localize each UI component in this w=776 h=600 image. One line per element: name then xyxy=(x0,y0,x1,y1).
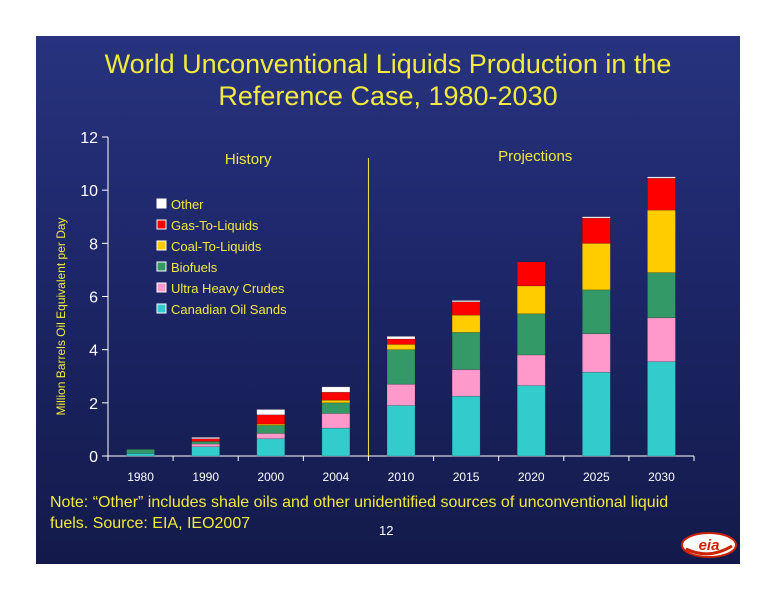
stacked-bar-chart: 0 2 4 6 8 10 12 Million Barrels Oil Equivalent … xyxy=(54,130,695,484)
bar-segment-biofuels-2030 xyxy=(647,272,676,319)
bar-segment-canadian-oil-sands-2015 xyxy=(451,395,481,457)
bar-segment-ultra-heavy-crudes-2010 xyxy=(386,383,416,406)
bar-segment-coal-to-liquids-2025 xyxy=(582,243,611,291)
legend-label: Canadian Oil Sands xyxy=(171,302,287,317)
annotation-projections: Projections xyxy=(498,148,572,165)
legend-swatch xyxy=(156,303,167,314)
bar-segment-ultra-heavy-crudes-2020 xyxy=(516,354,546,386)
legend-label: Ultra Heavy Crudes xyxy=(171,281,285,296)
bar-segment-ultra-heavy-crudes-2000 xyxy=(256,433,286,440)
y-axis-label: Million Barrels Oil Equivalent per Day xyxy=(54,217,68,415)
y-tick-label: 12 xyxy=(80,130,98,147)
bar-segment-ultra-heavy-crudes-2004 xyxy=(321,413,351,429)
legend-swatch xyxy=(156,219,167,230)
bar-segment-ultra-heavy-crudes-2015 xyxy=(451,369,481,397)
bar-segment-biofuels-1980 xyxy=(126,449,155,454)
bar-segment-gas-to-liquids-2000 xyxy=(256,414,286,425)
bar-segment-coal-to-liquids-2004 xyxy=(321,399,351,404)
y-tick-label: 10 xyxy=(80,183,98,200)
bar-segment-biofuels-1990 xyxy=(191,441,220,445)
bar-segment-canadian-oil-sands-2030 xyxy=(647,361,676,457)
bar-segment-gas-to-liquids-2010 xyxy=(386,338,416,345)
bar-segment-canadian-oil-sands-2004 xyxy=(321,427,351,457)
bar-segment-gas-to-liquids-2020 xyxy=(516,261,546,287)
bar-segment-ultra-heavy-crudes-2025 xyxy=(582,333,611,373)
bar-segment-other-2010 xyxy=(386,336,416,340)
bar-segment-biofuels-2004 xyxy=(321,402,351,414)
bar-segment-gas-to-liquids-2025 xyxy=(582,217,611,244)
bar-segment-coal-to-liquids-2020 xyxy=(516,285,546,315)
logo-text: eia xyxy=(699,537,720,554)
y-tick-label: 2 xyxy=(89,396,98,413)
footnote: Note: “Other” includes shale oils and ot… xyxy=(50,494,669,532)
legend-swatch xyxy=(156,261,167,272)
bar-segment-gas-to-liquids-2015 xyxy=(451,301,481,316)
chart-title: World Unconventional Liquids Production … xyxy=(36,48,740,112)
bar-segment-canadian-oil-sands-1990 xyxy=(191,446,220,457)
x-tick-label: 2004 xyxy=(323,470,350,484)
bar-segment-other-2025 xyxy=(582,216,611,219)
x-tick-label: 2030 xyxy=(648,470,675,484)
bar-segment-canadian-oil-sands-1980 xyxy=(126,453,155,457)
bar-segment-gas-to-liquids-2030 xyxy=(647,177,676,211)
bar-segment-canadian-oil-sands-2000 xyxy=(256,438,286,457)
bar-segment-ultra-heavy-crudes-2030 xyxy=(647,317,676,362)
x-tick-label: 2015 xyxy=(453,470,480,484)
legend-label: Other xyxy=(171,197,204,212)
bar-segment-biofuels-2020 xyxy=(516,313,546,356)
chart-title-line-1: World Unconventional Liquids Production … xyxy=(104,49,672,79)
legend-label: Biofuels xyxy=(171,260,218,275)
x-tick-label: 2025 xyxy=(583,470,610,484)
legend-swatch xyxy=(156,198,167,209)
bar-segment-canadian-oil-sands-2010 xyxy=(386,405,416,457)
x-tick-label: 2010 xyxy=(388,470,415,484)
y-tick-label: 4 xyxy=(89,343,98,360)
bar-segment-other-2030 xyxy=(647,176,676,179)
bar-segment-canadian-oil-sands-2020 xyxy=(516,385,546,457)
bar-segment-biofuels-2000 xyxy=(256,425,286,434)
y-tick-label: 0 xyxy=(89,449,98,466)
legend-swatch xyxy=(156,282,167,293)
legend-label: Gas-To-Liquids xyxy=(171,218,259,233)
bar-segment-gas-to-liquids-1990 xyxy=(191,438,220,442)
bar-segment-biofuels-2015 xyxy=(451,332,481,370)
x-tick-label: 2000 xyxy=(257,470,284,484)
legend-label: Coal-To-Liquids xyxy=(171,239,262,254)
legend-swatch xyxy=(156,240,167,251)
bar-segment-ultra-heavy-crudes-1990 xyxy=(191,443,220,447)
bar-segment-other-2000 xyxy=(256,409,286,416)
bar-segment-other-2004 xyxy=(321,386,351,393)
x-tick-label: 2020 xyxy=(518,470,545,484)
bar-segment-coal-to-liquids-2010 xyxy=(386,344,416,350)
x-tick-label: 1980 xyxy=(127,470,154,484)
eia-logo-icon: eia xyxy=(681,532,737,558)
x-tick-label: 1990 xyxy=(192,470,219,484)
bar-segment-coal-to-liquids-2030 xyxy=(647,209,676,273)
page-number: 12 xyxy=(379,523,394,538)
bar-segment-gas-to-liquids-2004 xyxy=(321,391,351,401)
slide: World Unconventional Liquids Production … xyxy=(36,36,740,564)
chart-title-line-2: Reference Case, 1980-2030 xyxy=(218,81,558,111)
bar-segment-canadian-oil-sands-2025 xyxy=(582,371,611,457)
y-tick-label: 6 xyxy=(89,290,98,307)
bar-segment-other-2015 xyxy=(451,300,481,303)
annotation-history: History xyxy=(225,151,272,168)
bar-segment-biofuels-2025 xyxy=(582,289,611,335)
y-tick-label: 8 xyxy=(89,236,98,253)
bar-segment-other-1990 xyxy=(191,437,220,440)
bar-segment-biofuels-2010 xyxy=(386,349,416,385)
bar-segment-coal-to-liquids-2015 xyxy=(451,314,481,333)
